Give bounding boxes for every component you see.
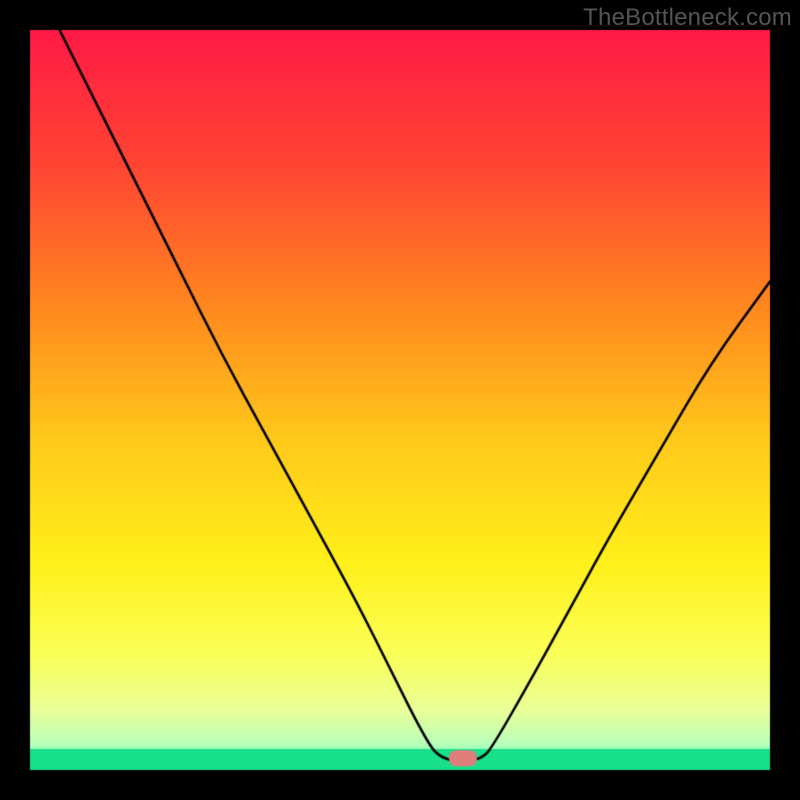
chart-stage: TheBottleneck.com <box>0 0 800 800</box>
bottleneck-chart-canvas <box>0 0 800 800</box>
